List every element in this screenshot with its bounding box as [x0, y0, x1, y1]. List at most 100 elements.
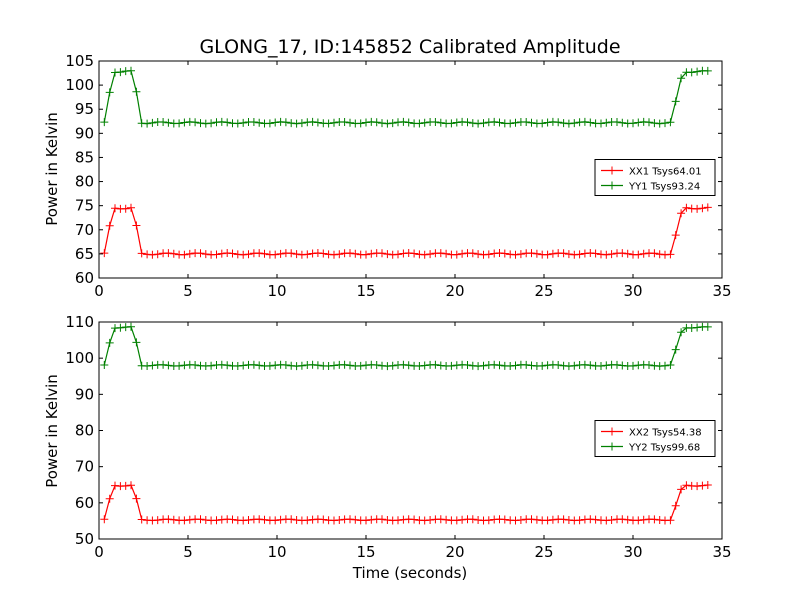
top-series-1-point — [543, 250, 552, 259]
top-legend-marker-1 — [608, 166, 616, 175]
bottom-series-1-point — [698, 481, 707, 490]
top-series-2-point — [388, 119, 397, 128]
top-legend-label-1: XX1 Tsys64.01 — [629, 167, 702, 178]
top-series-2-point — [313, 118, 322, 127]
bottom-series-2-point — [645, 361, 653, 369]
top-xtick-label: 35 — [712, 282, 731, 300]
top-series-1-point — [410, 249, 419, 258]
bottom-series-2-point — [207, 361, 216, 370]
top-xtick-label: 30 — [623, 282, 642, 300]
top-series-1-point — [436, 249, 445, 258]
top-xtick-label: 20 — [445, 282, 464, 300]
bottom-series-2-point — [479, 361, 488, 370]
bottom-series-2-point — [463, 361, 472, 369]
top-series-2-point — [618, 118, 627, 127]
bottom-series-2-point — [372, 361, 381, 369]
bottom-series-2-point — [340, 360, 349, 369]
bottom-series-1-point — [127, 481, 135, 490]
bottom-series-2-point — [239, 361, 248, 370]
bottom-series-1-point — [228, 515, 237, 524]
top-series-1-point — [111, 204, 119, 213]
top-series-1-point — [511, 250, 520, 259]
bottom-series-2-point — [265, 361, 274, 370]
top-series-2-point — [340, 118, 349, 126]
bottom-subplot: Power in Kelvin 0 5 10 15 20 25 30 35 50 60 70 80 90… — [43, 313, 732, 561]
bottom-xtick-label: 10 — [267, 543, 286, 561]
bottom-series-2-point — [693, 323, 702, 332]
bottom-series-2-point — [586, 361, 595, 370]
bottom-series-2-point — [249, 360, 258, 369]
bottom-series-1-point — [575, 516, 584, 525]
top-series-2-point — [249, 118, 258, 126]
bottom-legend-marker-2 — [608, 442, 616, 451]
top-ytick-label: 90 — [75, 124, 94, 142]
top-series-2-point — [447, 119, 456, 128]
bottom-series-1-point — [185, 515, 194, 524]
bottom-series-2-point — [522, 360, 531, 369]
top-series-2-point — [613, 118, 621, 126]
top-series-2-point — [431, 118, 440, 126]
bottom-ytick-label: 70 — [75, 458, 94, 476]
top-series-1-point — [185, 249, 194, 258]
top-series-1-point — [484, 250, 493, 259]
top-series-2-point — [703, 66, 712, 75]
top-series-1-point — [217, 249, 226, 258]
top-legend-label-2: YY1 Tsys93.24 — [628, 182, 700, 193]
bottom-series-1-point — [436, 515, 445, 524]
top-series-1-point — [623, 249, 632, 258]
bottom-series-1-point — [287, 515, 296, 524]
top-series-1-point — [212, 250, 221, 259]
top-ytick-label: 60 — [75, 269, 94, 287]
top-series-1-point — [346, 249, 354, 258]
top-series-2-point — [634, 118, 643, 127]
bottom-legend-label-1: XX2 Tsys54.38 — [629, 428, 702, 439]
bottom-series-2-point — [313, 361, 322, 370]
top-series-1-point — [548, 249, 557, 258]
top-series-1-point — [677, 209, 686, 218]
bottom-series-1-point — [618, 515, 627, 524]
top-series-2-point — [554, 118, 563, 127]
top-xtick-label: 15 — [356, 282, 375, 300]
bottom-series-2-point — [297, 361, 306, 370]
bottom-series-1-point — [426, 516, 435, 524]
top-series-1-point — [618, 249, 627, 258]
top-series-1-point — [351, 249, 360, 258]
bottom-xtick-label: 5 — [183, 543, 193, 561]
top-series-2-point — [233, 119, 242, 128]
bottom-ytick-label: 60 — [75, 494, 94, 512]
bottom-series-1-point — [351, 515, 360, 524]
top-series-1-point — [698, 204, 707, 213]
top-series-2-point — [324, 119, 333, 128]
top-series-1-point — [420, 250, 429, 259]
bottom-ylabel: Power in Kelvin — [43, 374, 61, 488]
bottom-series-2-point — [356, 361, 365, 370]
top-series-1-point — [260, 249, 269, 258]
top-xtick-label: 0 — [94, 282, 104, 300]
bottom-series-1-point — [527, 515, 536, 524]
bottom-series-2-point — [223, 361, 232, 370]
bottom-series-1-point — [105, 494, 114, 503]
bottom-series-1-point — [260, 515, 269, 524]
top-series-1-point — [564, 250, 573, 259]
top-ytick-label: 65 — [75, 245, 94, 263]
bottom-xtick-label: 20 — [445, 543, 464, 561]
top-series-2-point — [255, 118, 264, 127]
top-series-1-point — [639, 249, 648, 258]
bottom-series-2-point — [538, 361, 547, 370]
bottom-series-1-point — [500, 515, 509, 524]
bottom-series-2-point — [511, 361, 520, 370]
top-series-1-point — [335, 250, 344, 259]
top-series-2-point — [308, 117, 317, 126]
top-series-1-point — [239, 250, 248, 259]
top-series-2-point — [479, 119, 488, 128]
top-series-2-point — [452, 118, 461, 127]
top-series-1-point — [132, 221, 141, 230]
bottom-ytick-label: 80 — [75, 422, 94, 440]
top-series-1-point — [442, 249, 451, 258]
top-series-2-point — [297, 119, 306, 128]
top-legend-marker-2 — [608, 181, 616, 190]
bottom-series-1-point — [468, 515, 477, 524]
bottom-series-1-point — [639, 515, 648, 524]
